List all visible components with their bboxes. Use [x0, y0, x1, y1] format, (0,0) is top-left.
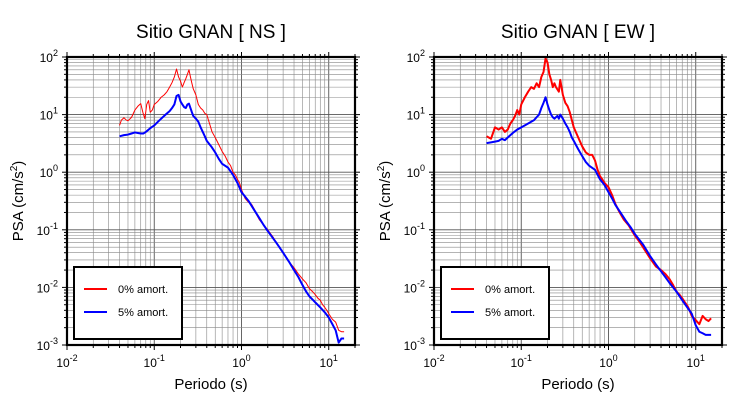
- legend-label: 5% amort.: [485, 307, 535, 319]
- x-tick-label: 10-1: [144, 353, 165, 370]
- y-tick-label: 102: [407, 48, 425, 65]
- legend-label: 0% amort.: [485, 284, 535, 296]
- y-tick-label: 100: [407, 163, 425, 180]
- legend-box: [74, 267, 182, 339]
- y-tick-label: 101: [40, 106, 58, 123]
- chart-panel-0: 10-2 10-1 100 10110-310-210-1100101102Sitio…: [9, 22, 360, 393]
- x-tick-label: 10-1: [511, 353, 532, 370]
- y-tick-label: 10-3: [404, 336, 425, 353]
- legend-box: [441, 267, 549, 339]
- y-tick-label: 10-2: [37, 278, 58, 295]
- x-tick-label: 101: [320, 353, 338, 370]
- y-tick-label: 101: [407, 106, 425, 123]
- chart-title: Sitio GNAN [ EW ]: [501, 22, 655, 43]
- x-tick-label: 10-2: [56, 353, 77, 370]
- chart-title: Sitio GNAN [ NS ]: [136, 22, 286, 43]
- legend: 0% amort. 5% amort.: [441, 267, 549, 339]
- legend-label: 0% amort.: [118, 284, 168, 296]
- x-tick-label: 10-2: [423, 353, 444, 370]
- x-axis-label: Periodo (s): [541, 376, 614, 393]
- y-tick-label: 10-1: [37, 221, 58, 238]
- x-tick-label: 100: [599, 353, 617, 370]
- x-tick-label: 100: [232, 353, 250, 370]
- y-axis-label: PSA (cm/s2): [376, 161, 394, 242]
- y-tick-label: 100: [40, 163, 58, 180]
- legend-label: 5% amort.: [118, 307, 168, 319]
- x-axis-label: Periodo (s): [174, 376, 247, 393]
- y-tick-label: 10-2: [404, 278, 425, 295]
- y-tick-label: 102: [40, 48, 58, 65]
- y-tick-label: 10-1: [404, 221, 425, 238]
- legend: 0% amort. 5% amort.: [74, 267, 182, 339]
- x-tick-label: 101: [687, 353, 705, 370]
- y-axis-label: PSA (cm/s2): [9, 161, 27, 242]
- y-tick-label: 10-3: [37, 336, 58, 353]
- chart-panel-1: 10-2 10-1 100 10110-310-210-1100101102Sitio…: [376, 22, 727, 393]
